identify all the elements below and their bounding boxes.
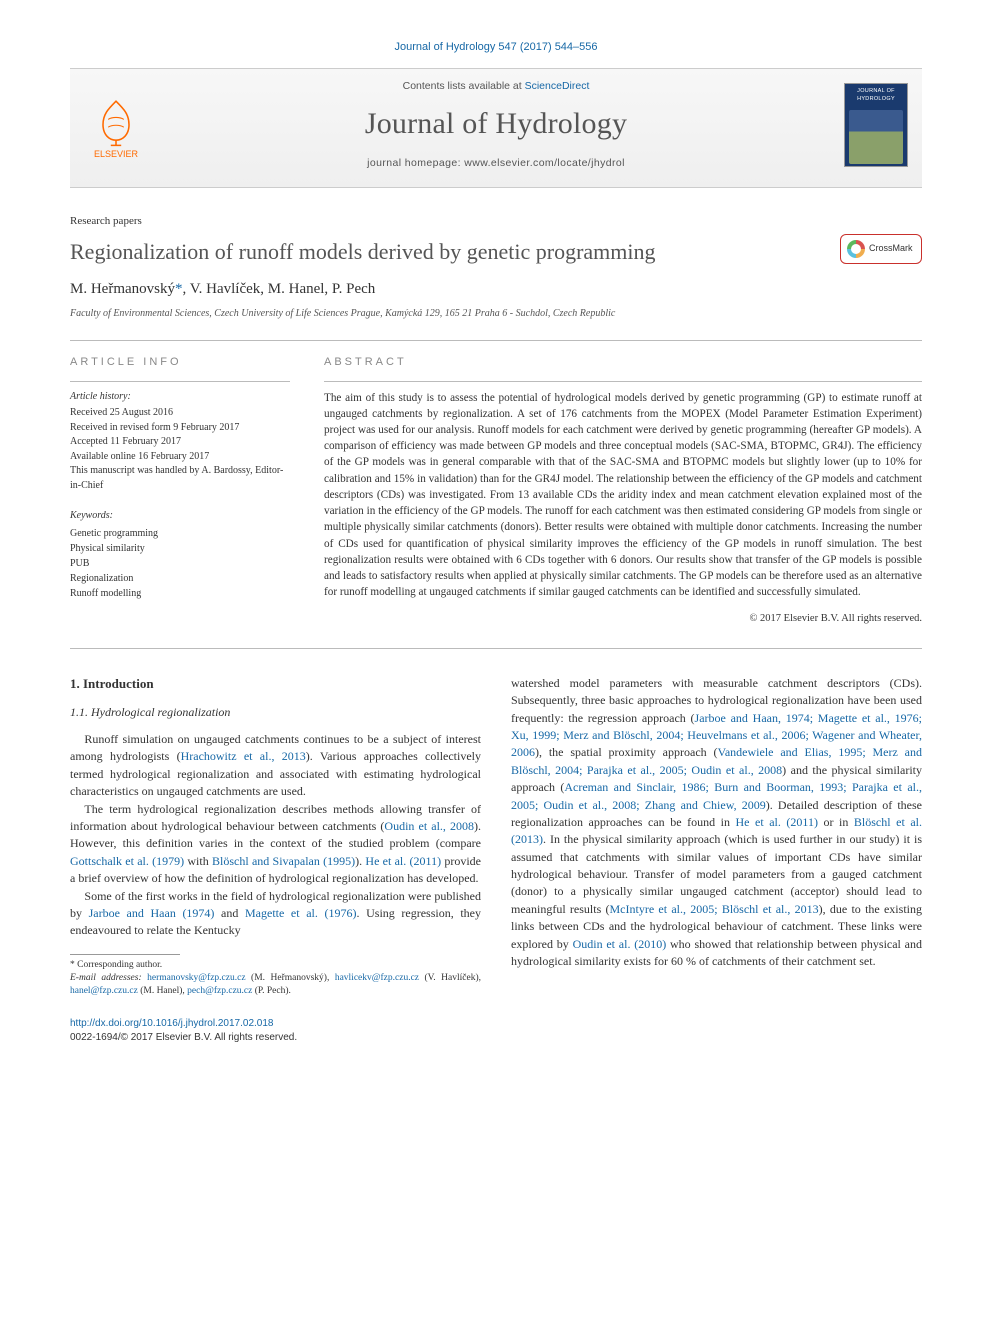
paragraph: watershed model parameters with measurab…	[511, 675, 922, 971]
divider	[324, 381, 922, 382]
divider	[70, 381, 290, 382]
elsevier-tree-icon	[90, 96, 142, 148]
sciencedirect-link[interactable]: ScienceDirect	[525, 80, 590, 92]
article-info-heading: ARTICLE INFO	[70, 355, 290, 371]
crossmark-ring-icon	[847, 240, 865, 258]
text: or in	[818, 815, 854, 829]
article-body: 1. Introduction 1.1. Hydrological region…	[70, 675, 922, 999]
email-link[interactable]: hanel@fzp.czu.cz	[70, 986, 138, 996]
page-footer: http://dx.doi.org/10.1016/j.jhydrol.2017…	[70, 1017, 922, 1046]
paragraph: Runoff simulation on ungauged catchments…	[70, 731, 481, 801]
journal-cover-thumbnail: JOURNAL OF HYDROLOGY	[844, 83, 908, 167]
paragraph: Some of the first works in the field of …	[70, 888, 481, 940]
text: with	[184, 854, 212, 868]
keyword: Regionalization	[70, 571, 290, 586]
abstract-body: The aim of this study is to assess the p…	[324, 390, 922, 601]
text: ).	[355, 854, 365, 868]
citation-link[interactable]: Oudin et al., 2008	[384, 819, 474, 833]
elsevier-logo-label: ELSEVIER	[94, 148, 138, 161]
email-link[interactable]: havlicekv@fzp.czu.cz	[335, 973, 419, 983]
citation-link[interactable]: Oudin et al. (2010)	[573, 937, 667, 951]
text: (V. Havlíček),	[419, 973, 481, 983]
author-1: M. Heřmanovský	[70, 281, 175, 297]
authors-rest: , V. Havlíček, M. Hanel, P. Pech	[183, 281, 376, 297]
keywords-heading: Keywords:	[70, 509, 290, 524]
contents-prefix: Contents lists available at	[403, 80, 525, 92]
article-title: Regionalization of runoff models derived…	[70, 238, 824, 266]
keyword: PUB	[70, 556, 290, 571]
citation-link[interactable]: Magette et al. (1976)	[245, 906, 356, 920]
crossmark-badge[interactable]: CrossMark	[840, 234, 922, 264]
keywords-list: Genetic programming Physical similarity …	[70, 526, 290, 601]
footnotes: * Corresponding author. E-mail addresses…	[70, 959, 481, 999]
history-line: Received 25 August 2016	[70, 406, 290, 421]
contents-line: Contents lists available at ScienceDirec…	[166, 79, 826, 94]
abstract-col: ABSTRACT The aim of this study is to ass…	[324, 355, 922, 626]
doi-link[interactable]: http://dx.doi.org/10.1016/j.jhydrol.2017…	[70, 1018, 273, 1029]
citation-link[interactable]: He et al. (2011)	[365, 854, 441, 868]
email-line: E-mail addresses: hermanovsky@fzp.czu.cz…	[70, 972, 481, 999]
homepage-label: journal homepage:	[367, 157, 464, 169]
journal-name: Journal of Hydrology	[166, 102, 826, 146]
citation-link[interactable]: Gottschalk et al. (1979)	[70, 854, 184, 868]
section-heading: 1. Introduction	[70, 675, 481, 694]
elsevier-logo: ELSEVIER	[84, 89, 148, 161]
history-line: Accepted 11 February 2017	[70, 435, 290, 450]
keyword: Physical similarity	[70, 541, 290, 556]
citation-link[interactable]: Blöschl and Sivapalan (1995)	[212, 854, 355, 868]
divider	[70, 340, 922, 341]
authors-line: M. Heřmanovský*, V. Havlíček, M. Hanel, …	[70, 279, 922, 301]
email-link[interactable]: pech@fzp.czu.cz	[187, 986, 252, 996]
text: and	[214, 906, 245, 920]
text: (P. Pech).	[252, 986, 291, 996]
history-heading: Article history:	[70, 390, 290, 405]
citation-link[interactable]: Hrachowitz et al., 2013	[181, 749, 306, 763]
paper-page: Journal of Hydrology 547 (2017) 544–556 …	[0, 0, 992, 1096]
paragraph: The term hydrological regionalization de…	[70, 801, 481, 888]
journal-header: ELSEVIER Contents lists available at Sci…	[70, 68, 922, 188]
history-line: Received in revised form 9 February 2017	[70, 421, 290, 436]
divider	[70, 648, 922, 649]
info-abstract-row: ARTICLE INFO Article history: Received 2…	[70, 355, 922, 626]
cover-image-icon	[849, 110, 903, 164]
citation-link[interactable]: McIntyre et al., 2005; Blöschl et al., 2…	[610, 902, 819, 916]
issn-copyright: 0022-1694/© 2017 Elsevier B.V. All right…	[70, 1031, 922, 1046]
email-label: E-mail addresses:	[70, 973, 147, 983]
article-type: Research papers	[70, 214, 922, 230]
text: ), the spatial proximity approach (	[535, 745, 718, 759]
citation-link[interactable]: He et al. (2011)	[735, 815, 817, 829]
corr-author-note: * Corresponding author.	[70, 959, 481, 972]
subsection-heading: 1.1. Hydrological regionalization	[70, 704, 481, 721]
title-row: Regionalization of runoff models derived…	[70, 230, 922, 266]
text: (M. Hanel),	[138, 986, 187, 996]
header-center: Contents lists available at ScienceDirec…	[166, 79, 826, 171]
history-line: Available online 16 February 2017	[70, 450, 290, 465]
citation-line: Journal of Hydrology 547 (2017) 544–556	[70, 40, 922, 56]
abstract-copyright: © 2017 Elsevier B.V. All rights reserved…	[324, 611, 922, 626]
history-line: This manuscript was handled by A. Bardos…	[70, 464, 290, 493]
citation-link[interactable]: Jarboe and Haan (1974)	[89, 906, 215, 920]
footnote-rule	[70, 954, 180, 955]
crossmark-label: CrossMark	[869, 242, 913, 255]
email-link[interactable]: hermanovsky@fzp.czu.cz	[147, 973, 245, 983]
keyword: Genetic programming	[70, 526, 290, 541]
homepage-url[interactable]: www.elsevier.com/locate/jhydrol	[464, 157, 625, 169]
article-info-block: Article history: Received 25 August 2016…	[70, 390, 290, 601]
text: (M. Heřmanovský),	[246, 973, 335, 983]
abstract-heading: ABSTRACT	[324, 355, 922, 371]
affiliation: Faculty of Environmental Sciences, Czech…	[70, 307, 922, 322]
journal-homepage: journal homepage: www.elsevier.com/locat…	[166, 156, 826, 171]
article-info-col: ARTICLE INFO Article history: Received 2…	[70, 355, 290, 626]
cover-caption: JOURNAL OF HYDROLOGY	[849, 88, 903, 104]
corresponding-mark: *	[175, 281, 183, 297]
keyword: Runoff modelling	[70, 586, 290, 601]
